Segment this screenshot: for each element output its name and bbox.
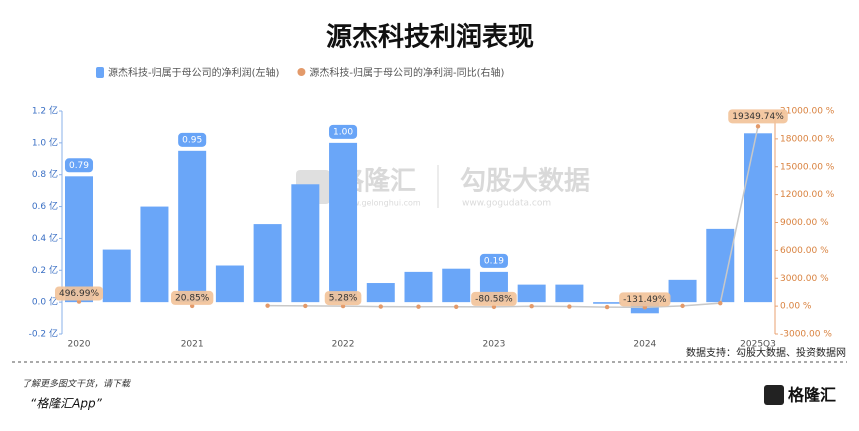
data-label-text: 19349.74% [732,112,784,122]
x-tick-label: 2023 [482,340,505,350]
line-point [755,124,761,129]
line-point [604,304,610,310]
y2-tick-label: 18000.00 % [780,134,835,144]
data-label-text: 1.00 [333,127,353,137]
data-label-box [324,291,362,306]
line-point [454,304,459,309]
watermark-url: www.gelonghui.com [340,199,421,208]
y-tick-label: 0.8 亿 [32,168,58,180]
y-tick-label: 1.2 亿 [32,105,58,117]
data-label: 1.00 [329,124,358,139]
x-tick-label: 2024 [633,340,656,350]
y-tick-label: 0.0 亿 [32,296,58,308]
y-tick-label: 0.4 亿 [32,232,58,244]
data-label-text: 496.99% [59,289,99,299]
data-label-text: 0.79 [69,161,89,171]
line-point [718,300,723,306]
source: 数据支持：勾股大数据、投资数据网 [686,346,846,359]
line-point [303,303,308,309]
data-label-box [329,124,358,139]
y2-tick-label: -3000.00 % [780,330,832,340]
y2-tick-label: 9000.00 % [780,218,829,228]
bar [102,249,131,303]
bar [178,150,207,303]
data-label: 19349.74% [728,109,788,124]
y-tick-label: 0.6 亿 [32,200,58,212]
line-point [567,304,572,309]
line-point [416,304,421,309]
line-point [378,304,383,309]
bar [65,176,93,303]
data-label-box [619,292,671,307]
bar [215,265,244,303]
bar [329,142,358,303]
line-point [680,303,685,309]
data-label: 496.99% [54,286,104,301]
bar [744,133,772,303]
bar [404,271,433,303]
data-label-text: -131.49% [623,295,667,305]
logo-icon [764,385,784,405]
logo-text: 格隆汇 [788,386,836,405]
bar [366,283,395,303]
legend-swatch [297,68,306,76]
data-label-text: -80.58% [475,294,513,304]
bar [706,228,735,303]
bar [517,284,546,303]
data-label-text: 20.85% [175,293,210,303]
bar [140,206,169,303]
data-label-text: 0.19 [484,256,504,266]
x-tick-label: 2020 [68,340,91,350]
data-label-box [171,290,214,305]
data-label: -80.58% [471,291,517,306]
bar [668,279,697,303]
data-label: 0.95 [178,132,207,147]
bar [442,268,471,303]
data-label-box [471,291,517,306]
bar [291,184,320,303]
line-point [529,303,534,309]
chart-title: 源杰科技利润表现 [326,22,534,53]
legend-label: 源杰科技-归属于母公司的净利润-同比(右轴) [309,66,504,79]
data-label: 5.28% [324,291,362,306]
y2-tick-label: 3000.00 % [780,274,829,284]
data-label-box [479,253,508,268]
y-tick-label: 1.0 亿 [32,136,58,148]
watermark-url: www.gogudata.com [462,199,551,209]
watermark-text: 勾股大数据 [460,167,590,197]
bar [593,302,622,304]
x-tick-label: 2021 [181,340,204,350]
line-point [265,303,270,308]
legend-label: 源杰科技-归属于母公司的净利润(左轴) [108,66,280,79]
y-tick-label: 0.2 亿 [32,264,58,276]
footer-text: 了解更多图文干货，请下载 [22,379,131,390]
data-label-box [64,158,94,173]
y2-tick-label: 6000.00 % [780,246,829,256]
line [267,126,759,309]
y2-tick-label: 0.00 % [780,302,812,312]
footer-app: “格隆汇App” [30,397,103,411]
y2-tick-label: 21000.00 % [780,107,835,117]
data-label: 0.79 [64,158,94,173]
data-label-text: 5.28% [329,294,358,304]
data-label-box [728,109,788,124]
y2-tick-label: 12000.00 % [780,190,835,200]
data-label-text: 0.95 [182,135,202,145]
legend-swatch [96,67,104,78]
data-label-box [54,286,104,301]
data-label: 20.85% [171,290,214,305]
x-tick-label: 2025Q3 [740,340,776,350]
bar [555,284,584,303]
y-tick-label: -0.2 亿 [29,328,58,340]
data-label: 0.19 [479,253,508,268]
bar [253,224,282,303]
data-label-box [178,132,207,147]
y2-tick-label: 15000.00 % [780,162,835,172]
data-label: -131.49% [619,292,671,307]
x-tick-label: 2022 [332,340,355,350]
